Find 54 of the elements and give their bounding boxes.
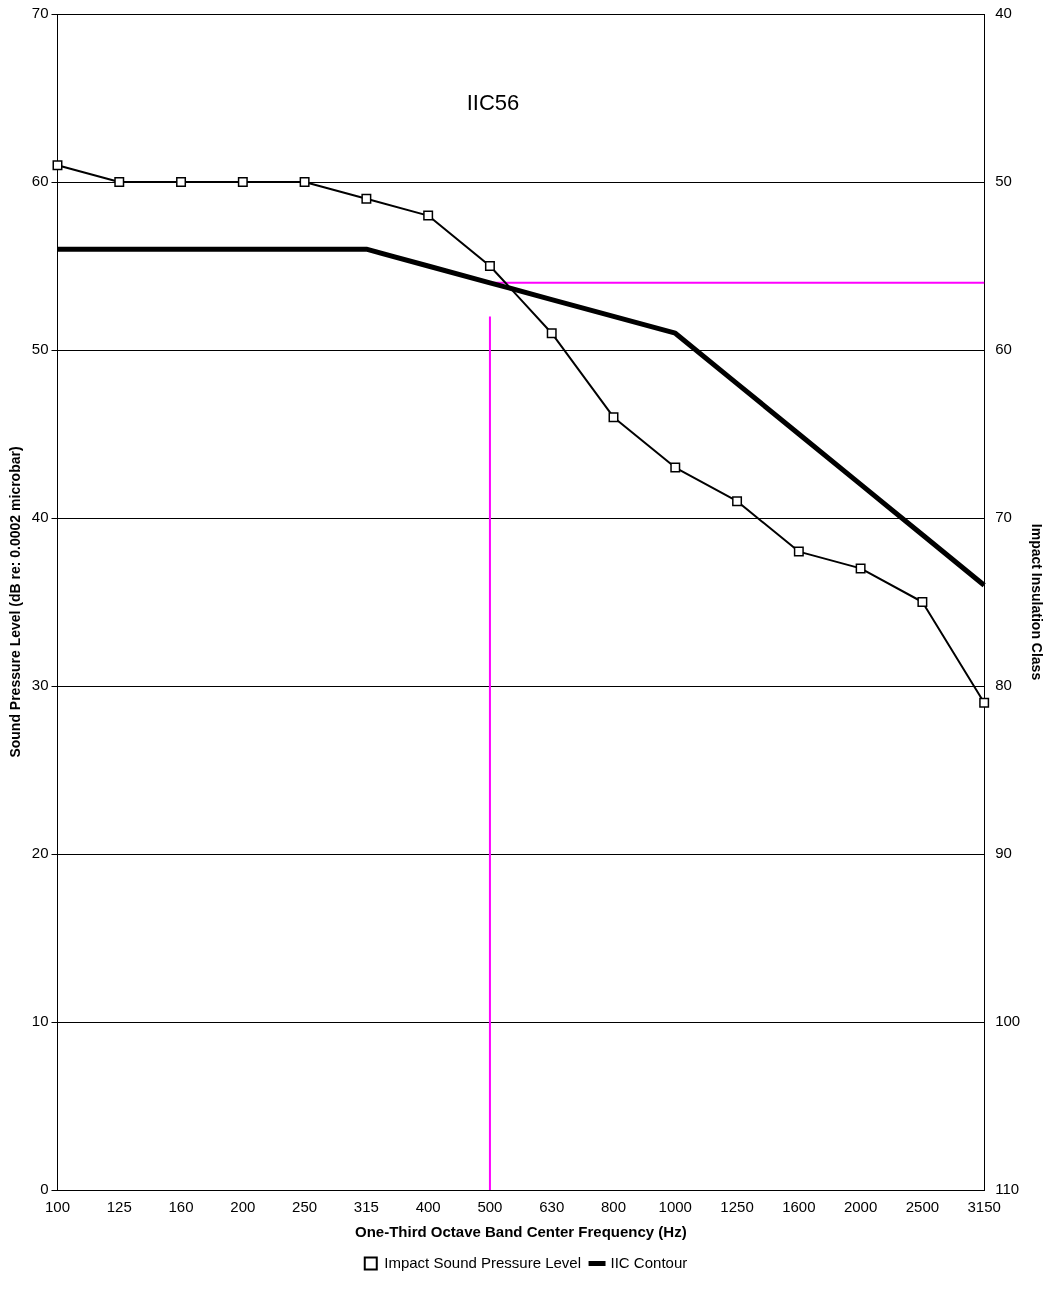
y-tick-label: 30: [31, 676, 49, 694]
y-tick-label: 60: [31, 172, 49, 190]
x-tick-label: 500: [477, 1198, 503, 1216]
x-tick-label: 2500: [905, 1198, 940, 1216]
point: [546, 328, 557, 339]
y-tick-label: 20: [31, 844, 49, 862]
point: [299, 177, 310, 187]
x-tick-label: 1000: [658, 1198, 692, 1216]
point: [114, 177, 125, 187]
y-tick-label: 10: [31, 1012, 49, 1030]
x-tick-label: 250: [292, 1198, 318, 1216]
x-tick-label: 2000: [843, 1198, 878, 1216]
x-tick-label: 400: [415, 1198, 441, 1216]
point: [608, 412, 619, 423]
y2-tick-label: 80: [995, 676, 1012, 694]
x-axis-title: One-Third Octave Band Center Frequency (Hz): [354, 1223, 687, 1241]
point: [670, 462, 681, 473]
y2-tick-label: 60: [995, 340, 1012, 358]
point: [176, 177, 187, 187]
legend-label: IIC Contour: [610, 1253, 688, 1271]
x-tick-label: 200: [230, 1198, 256, 1216]
point: [423, 210, 434, 221]
x-tick-label: 100: [44, 1198, 70, 1216]
y-tick-label: 70: [31, 4, 49, 22]
x-tick-label: 1600: [782, 1198, 816, 1216]
y2-tick-label: 110: [995, 1180, 1020, 1198]
point: [52, 160, 63, 171]
point: [917, 597, 928, 607]
y-tick-label: 50: [31, 340, 49, 358]
point: [732, 496, 743, 507]
x-tick-label: 1250: [720, 1198, 754, 1216]
x-tick-label: 800: [600, 1198, 627, 1216]
point: [793, 546, 804, 557]
y2-tick-label: 90: [995, 844, 1012, 862]
x-tick-label: 3150: [967, 1198, 1001, 1216]
annotation: IIC56: [466, 90, 520, 116]
point: [361, 193, 372, 204]
x-tick-label: 160: [168, 1198, 194, 1216]
y2-tick-label: 100: [995, 1012, 1021, 1030]
y2-axis-title: Impact Insulation Class: [1028, 523, 1045, 681]
x-tick-label: 315: [353, 1198, 379, 1216]
y2-tick-label: 50: [995, 172, 1012, 190]
y-tick-label: 40: [31, 508, 49, 526]
y2-tick-label: 70: [995, 508, 1012, 526]
point: [484, 261, 495, 271]
x-tick-label: 125: [106, 1198, 132, 1216]
x-tick-label: 630: [539, 1198, 565, 1216]
point: [979, 697, 990, 708]
y-axis-title: Sound Pressure Level (dB re: 0.0002 microbar): [7, 446, 24, 758]
y-tick-label: 0: [40, 1180, 49, 1198]
point: [855, 563, 866, 574]
legend-label: Impact Sound Pressure Level: [384, 1253, 582, 1271]
point: [237, 177, 248, 187]
y2-tick-label: 40: [995, 4, 1012, 22]
